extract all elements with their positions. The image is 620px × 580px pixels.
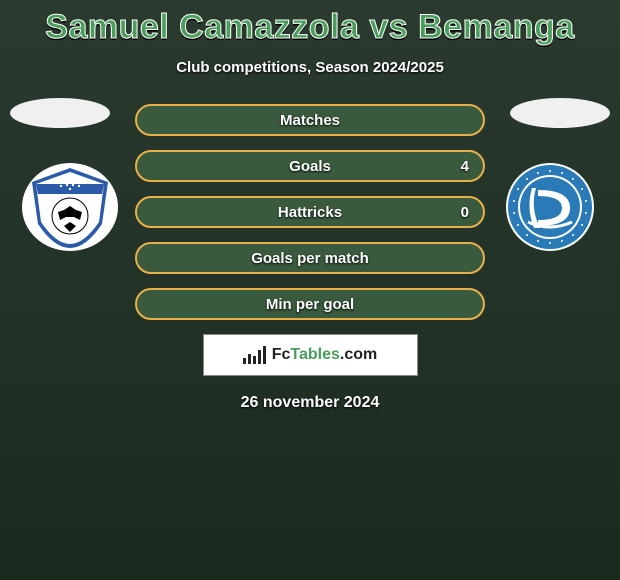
club-badge-left bbox=[20, 162, 120, 252]
stat-value-right: 4 bbox=[461, 158, 469, 175]
logo-main: Tables bbox=[290, 346, 340, 363]
club-badge-right bbox=[500, 162, 600, 252]
player-left-placeholder bbox=[10, 98, 110, 128]
stat-label: Hattricks bbox=[278, 204, 342, 221]
logo-text: FcTables.com bbox=[272, 346, 378, 364]
stat-row-min-per-goal: Min per goal bbox=[135, 288, 485, 320]
page-title: Samuel Camazzola vs Bemanga bbox=[0, 0, 620, 47]
stat-row-matches: Matches bbox=[135, 104, 485, 136]
stat-row-hattricks: Hattricks 0 bbox=[135, 196, 485, 228]
stat-label: Min per goal bbox=[266, 296, 354, 313]
stat-value-right: 0 bbox=[461, 204, 469, 221]
stat-label: Goals bbox=[289, 158, 331, 175]
stats-list: Matches Goals 4 Hattricks 0 Goals per ma… bbox=[135, 104, 485, 320]
logo-suffix: .com bbox=[340, 346, 377, 363]
stat-label: Goals per match bbox=[251, 250, 369, 267]
comparison-content: Matches Goals 4 Hattricks 0 Goals per ma… bbox=[0, 104, 620, 412]
stat-row-goals: Goals 4 bbox=[135, 150, 485, 182]
player-right-placeholder bbox=[510, 98, 610, 128]
update-date: 26 november 2024 bbox=[0, 394, 620, 412]
page-subtitle: Club competitions, Season 2024/2025 bbox=[0, 59, 620, 76]
stat-row-goals-per-match: Goals per match bbox=[135, 242, 485, 274]
bar-chart-icon bbox=[243, 346, 266, 364]
site-logo[interactable]: FcTables.com bbox=[203, 334, 418, 376]
logo-prefix: Fc bbox=[272, 346, 291, 363]
stat-label: Matches bbox=[280, 112, 340, 129]
